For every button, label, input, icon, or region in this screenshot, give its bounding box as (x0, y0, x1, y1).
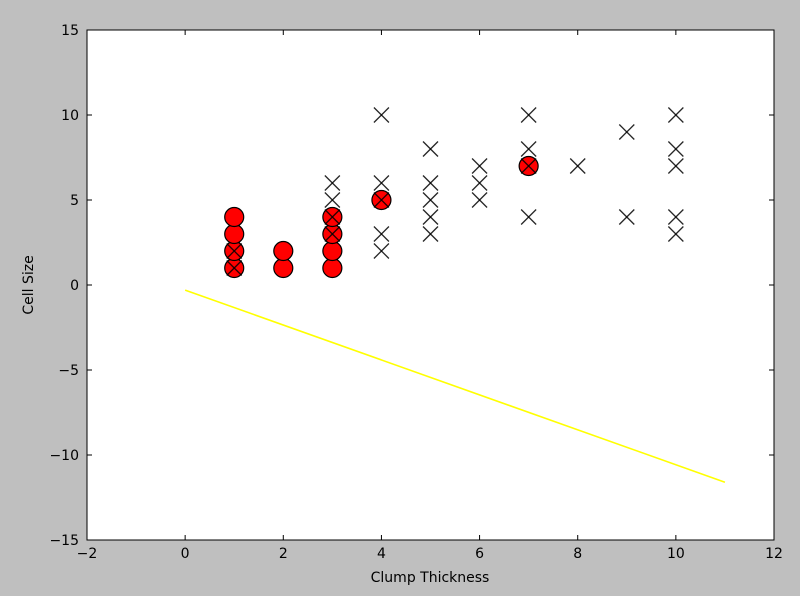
x-point (520, 107, 537, 123)
y-tick-label: −10 (49, 448, 79, 464)
x-tick-label: 2 (279, 546, 288, 562)
x-point-stroke (618, 124, 635, 140)
x-point-stroke (324, 175, 341, 191)
x-point-stroke (324, 192, 341, 208)
x-point (422, 209, 439, 225)
x-point (422, 226, 439, 242)
y-tick-label: 10 (61, 108, 79, 124)
x-point-stroke (471, 158, 488, 174)
data-layer (184, 107, 726, 483)
circle-point (224, 223, 245, 245)
x-point-stroke (373, 243, 390, 259)
circle-point (224, 206, 245, 228)
x-axis-label: Clump Thickness (371, 570, 490, 586)
x-tick-label: 12 (765, 546, 783, 562)
x-point-stroke (422, 141, 439, 157)
x-point-stroke (373, 192, 390, 208)
circle-point (273, 240, 294, 262)
x-point (471, 175, 488, 191)
x-point (373, 243, 390, 259)
x-point-stroke (618, 209, 635, 225)
x-tick-label: −2 (77, 546, 98, 562)
x-point-stroke (422, 192, 439, 208)
x-point (569, 158, 586, 174)
x-point (422, 141, 439, 157)
x-point-stroke (226, 243, 243, 259)
x-point-stroke (667, 158, 684, 174)
x-point (618, 124, 635, 140)
plot-area (87, 30, 774, 540)
x-point (324, 209, 341, 225)
x-point (422, 192, 439, 208)
x-point (373, 107, 390, 123)
x-point (520, 141, 537, 157)
x-point (373, 175, 390, 191)
x-tick-label: 4 (377, 546, 386, 562)
x-tick-label: 0 (181, 546, 190, 562)
x-point-stroke (324, 209, 341, 225)
y-tick-label: −5 (58, 363, 79, 379)
x-point (520, 209, 537, 225)
x-point-stroke (569, 158, 586, 174)
y-axis-label: Cell Size (21, 255, 37, 314)
x-point (471, 192, 488, 208)
circle-point (273, 257, 294, 279)
x-point (373, 226, 390, 242)
x-point-stroke (520, 107, 537, 123)
x-point (324, 192, 341, 208)
y-tick-label: 0 (70, 278, 79, 294)
x-point-stroke (471, 175, 488, 191)
y-tick-label: −15 (49, 533, 79, 549)
axes-layer: −2 0 2 4 6 8 10 12 −15 −10 −5 0 5 10 15 (49, 23, 782, 562)
x-point-stroke (422, 175, 439, 191)
x-point (667, 107, 684, 123)
trend-line (184, 289, 726, 483)
x-point (226, 260, 243, 276)
x-point (226, 243, 243, 259)
x-point-stroke (667, 141, 684, 157)
x-point-stroke (667, 107, 684, 123)
x-point-stroke (422, 226, 439, 242)
x-point-stroke (373, 175, 390, 191)
x-point-stroke (667, 226, 684, 242)
circle-point (322, 240, 343, 262)
circle-point (322, 257, 343, 279)
x-point (471, 158, 488, 174)
x-point (667, 209, 684, 225)
x-tick-label: 6 (475, 546, 484, 562)
x-point (520, 158, 537, 174)
x-point (667, 226, 684, 242)
x-point-stroke (373, 226, 390, 242)
x-point (618, 209, 635, 225)
x-point (422, 175, 439, 191)
y-tick-label: 5 (70, 193, 79, 209)
x-point-stroke (324, 226, 341, 242)
x-tick-label: 8 (573, 546, 582, 562)
y-tick-label: 15 (61, 23, 79, 39)
x-point-stroke (471, 192, 488, 208)
x-point (667, 141, 684, 157)
x-point-stroke (520, 141, 537, 157)
x-point-stroke (520, 209, 537, 225)
x-point (324, 175, 341, 191)
x-point-stroke (520, 158, 537, 174)
x-point (667, 158, 684, 174)
x-point (373, 192, 390, 208)
x-tick-label: 10 (667, 546, 685, 562)
x-point-stroke (373, 107, 390, 123)
x-point-stroke (667, 209, 684, 225)
x-point-stroke (422, 209, 439, 225)
x-point (324, 226, 341, 242)
x-point-stroke (226, 260, 243, 276)
